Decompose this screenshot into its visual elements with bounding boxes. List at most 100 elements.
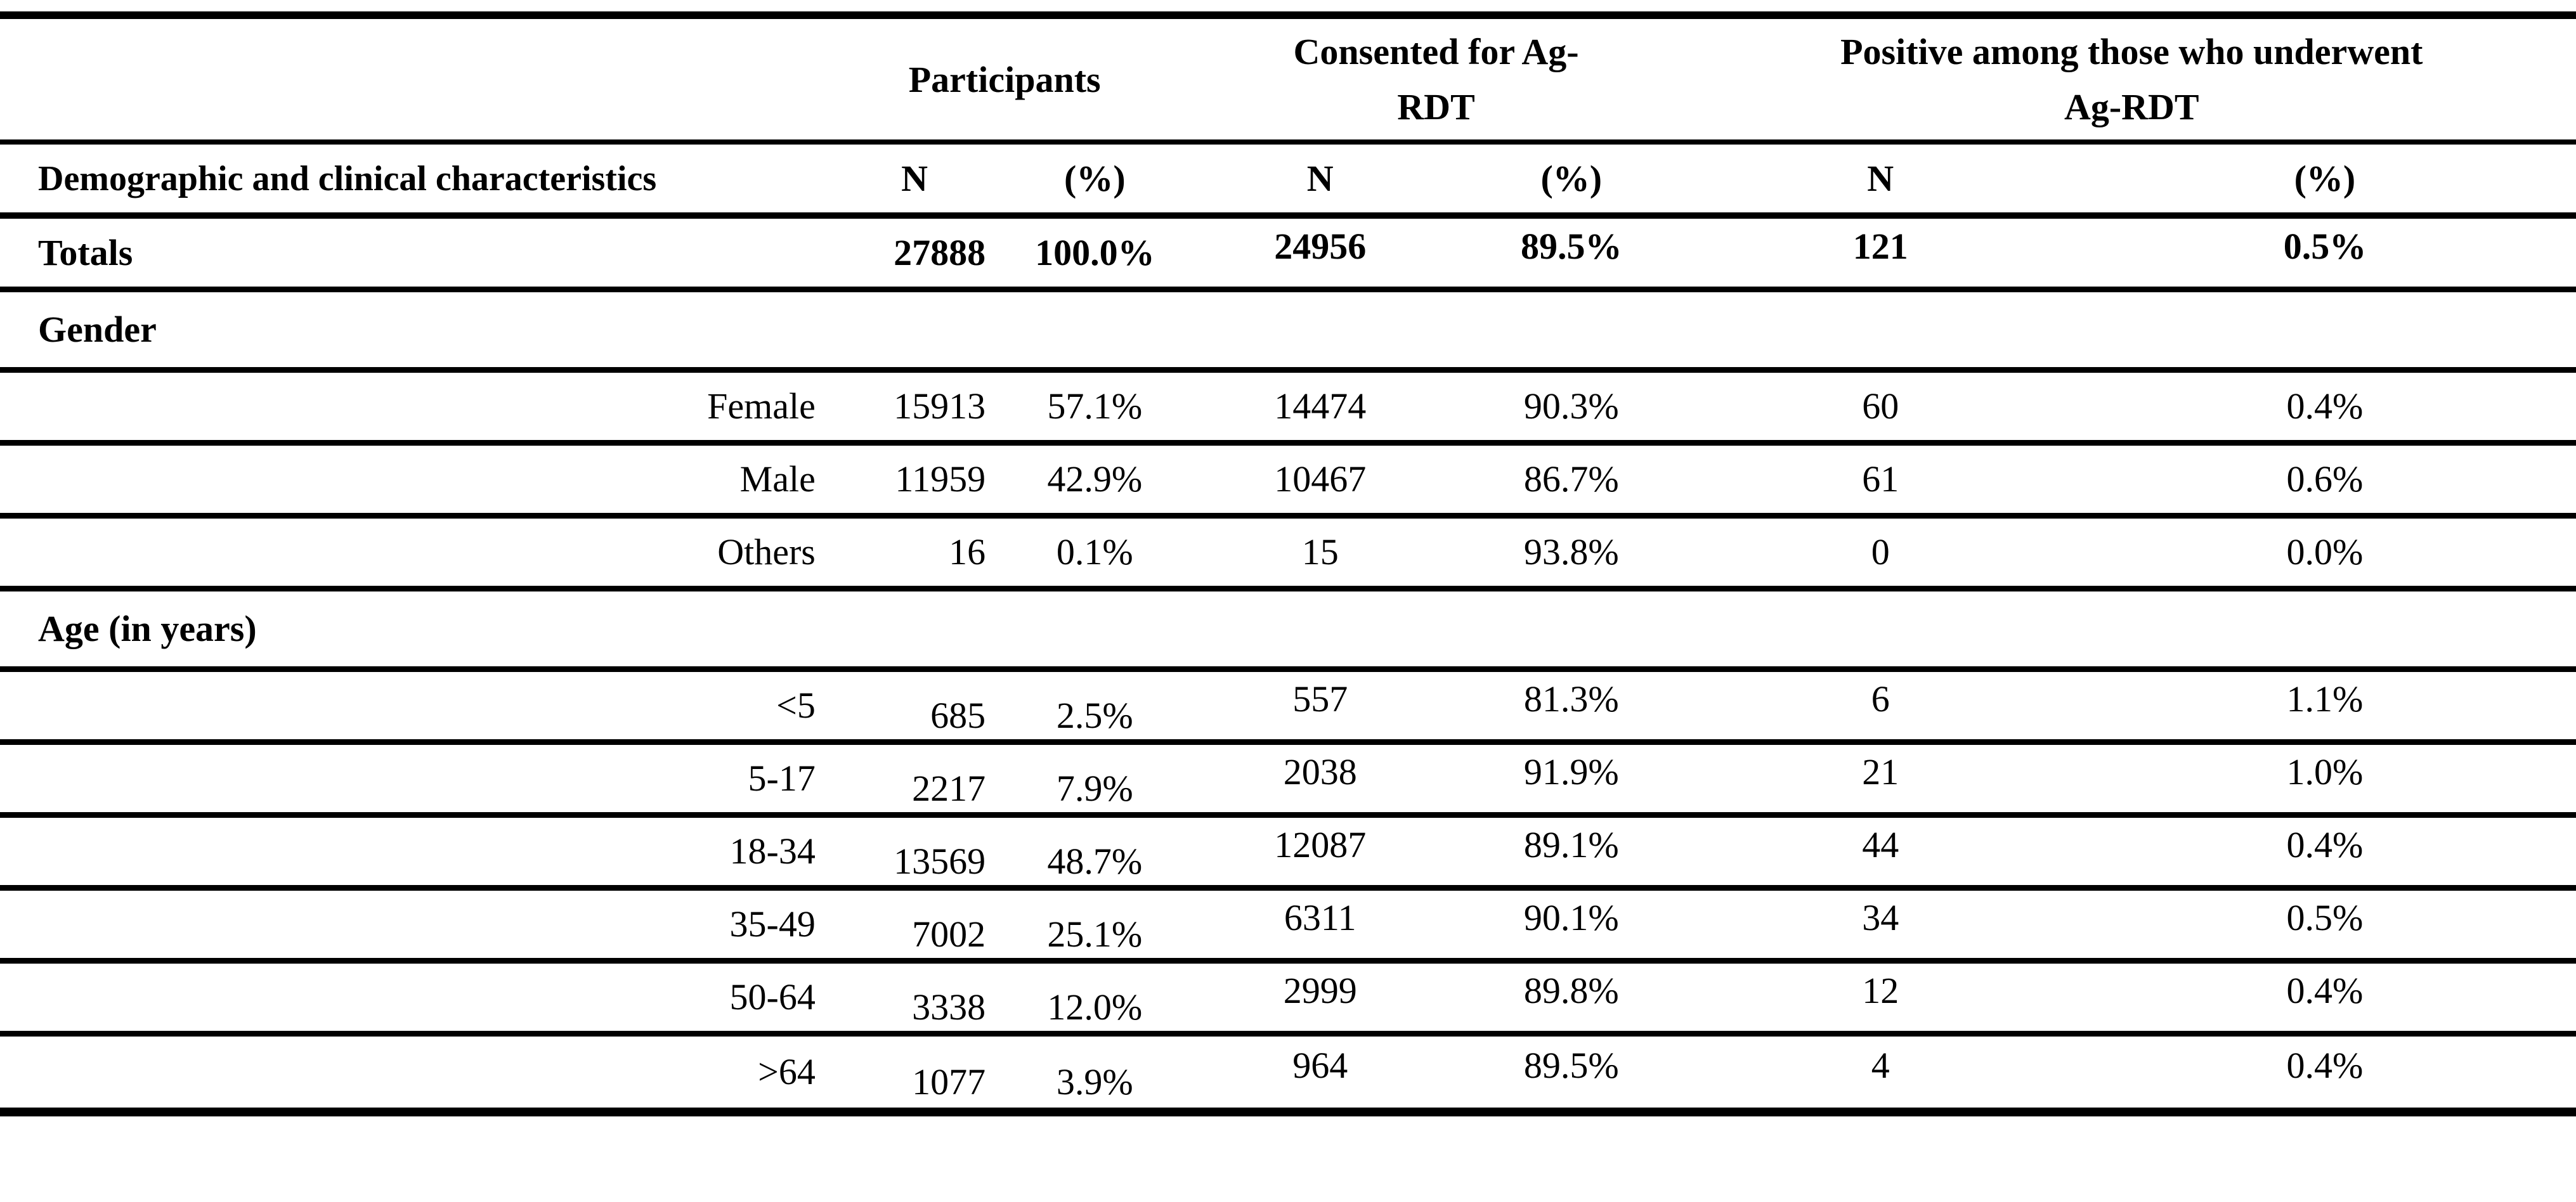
totals-consented-pct: 89.5% bbox=[1521, 225, 1622, 267]
female-consented-n: 14474 bbox=[1274, 385, 1367, 427]
group-header-consented: Consented for Ag- RDT bbox=[1185, 15, 1688, 142]
age-35-49-participants-pct: 25.1% bbox=[1047, 914, 1143, 955]
age-18-34-positive-n: 44 bbox=[1862, 824, 1899, 865]
column-header-characteristics: Demographic and clinical characteristics bbox=[38, 158, 657, 198]
totals-consented-n: 24956 bbox=[1274, 225, 1367, 267]
row-age-5-17: 5-17 2217 7.9% 2038 91.9% 21 1.0% bbox=[0, 742, 2576, 815]
row-totals: Totals 27888 100.0% 24956 89.5% 121 0.5% bbox=[0, 216, 2576, 289]
age-over64-positive-n: 4 bbox=[1871, 1045, 1890, 1087]
age-35-49-consented-n: 6311 bbox=[1284, 897, 1356, 938]
column-header-participants-n: N bbox=[901, 158, 928, 199]
column-header-consented-n: N bbox=[1306, 158, 1334, 199]
others-participants-n: 16 bbox=[949, 531, 986, 572]
row-female: Female 15913 57.1% 14474 90.3% 60 0.4% bbox=[0, 370, 2576, 443]
demographics-agrdt-table: Participants Consented for Ag- RDT Posit… bbox=[0, 11, 2576, 1116]
subheader-row: Demographic and clinical characteristics… bbox=[0, 142, 2576, 216]
age-50-64-consented-pct: 89.8% bbox=[1523, 970, 1619, 1011]
group-header-positive: Positive among those who underwent Ag-RD… bbox=[1688, 15, 2576, 142]
age-50-64-participants-pct: 12.0% bbox=[1047, 986, 1143, 1028]
age-5-17-consented-pct: 91.9% bbox=[1523, 751, 1619, 792]
age-5-17-participants-n: 2217 bbox=[912, 768, 986, 809]
age-under5-participants-pct: 2.5% bbox=[1056, 695, 1133, 736]
age-under5-consented-pct: 81.3% bbox=[1523, 678, 1619, 720]
age-5-17-participants-pct: 7.9% bbox=[1056, 768, 1133, 809]
others-consented-n: 15 bbox=[1301, 531, 1339, 572]
group-header-participants: Participants bbox=[824, 15, 1185, 142]
age-over64-label: >64 bbox=[758, 1051, 816, 1093]
group-header-empty bbox=[0, 15, 824, 142]
age-35-49-consented-pct: 90.1% bbox=[1523, 897, 1619, 938]
totals-positive-n: 121 bbox=[1852, 225, 1908, 267]
age-50-64-consented-n: 2999 bbox=[1283, 970, 1357, 1011]
others-participants-pct: 0.1% bbox=[1056, 531, 1133, 572]
age-5-17-positive-pct: 1.0% bbox=[2286, 751, 2364, 792]
others-positive-n: 0 bbox=[1871, 531, 1890, 572]
gender-section-label: Gender bbox=[38, 309, 157, 350]
gender-section-spacer bbox=[824, 289, 2576, 370]
age-50-64-positive-n: 12 bbox=[1862, 970, 1899, 1011]
row-age-50-64: 50-64 3338 12.0% 2999 89.8% 12 0.4% bbox=[0, 960, 2576, 1033]
age-50-64-positive-pct: 0.4% bbox=[2286, 970, 2364, 1011]
age-18-34-label: 18-34 bbox=[729, 830, 816, 872]
female-consented-pct: 90.3% bbox=[1523, 385, 1619, 427]
age-over64-consented-pct: 89.5% bbox=[1523, 1045, 1619, 1087]
female-participants-pct: 57.1% bbox=[1047, 385, 1143, 427]
age-over64-positive-pct: 0.4% bbox=[2286, 1045, 2364, 1087]
age-under5-positive-n: 6 bbox=[1871, 678, 1890, 720]
age-35-49-positive-n: 34 bbox=[1862, 897, 1899, 938]
column-header-participants-pct: (%) bbox=[1064, 158, 1126, 199]
age-18-34-consented-n: 12087 bbox=[1274, 824, 1367, 865]
age-under5-label: <5 bbox=[776, 685, 816, 726]
age-50-64-participants-n: 3338 bbox=[912, 986, 986, 1028]
others-consented-pct: 93.8% bbox=[1523, 531, 1619, 572]
column-header-consented-pct: (%) bbox=[1540, 158, 1603, 199]
row-age-35-49: 35-49 7002 25.1% 6311 90.1% 34 0.5% bbox=[0, 888, 2576, 960]
female-label: Female bbox=[707, 385, 816, 427]
age-18-34-participants-n: 13569 bbox=[894, 841, 986, 882]
age-under5-consented-n: 557 bbox=[1292, 678, 1348, 720]
male-consented-n: 10467 bbox=[1274, 458, 1367, 500]
male-positive-pct: 0.6% bbox=[2286, 458, 2364, 500]
positive-group-label-line1: Positive among those who underwent bbox=[1840, 31, 2423, 72]
totals-participants-pct: 100.0% bbox=[1035, 231, 1155, 273]
row-section-gender: Gender bbox=[0, 289, 2576, 370]
consented-group-label-line2: RDT bbox=[1397, 86, 1475, 127]
age-5-17-label: 5-17 bbox=[748, 758, 816, 799]
consented-group-label-line1: Consented for Ag- bbox=[1293, 31, 1579, 72]
age-section-spacer bbox=[824, 588, 2576, 669]
age-over64-consented-n: 964 bbox=[1292, 1045, 1348, 1087]
female-participants-n: 15913 bbox=[894, 385, 986, 427]
row-age-under5: <5 685 2.5% 557 81.3% 6 1.1% bbox=[0, 669, 2576, 742]
participants-group-label: Participants bbox=[908, 58, 1101, 100]
age-under5-positive-pct: 1.1% bbox=[2286, 678, 2364, 720]
age-18-34-participants-pct: 48.7% bbox=[1047, 841, 1143, 882]
totals-participants-n: 27888 bbox=[894, 231, 986, 273]
female-positive-n: 60 bbox=[1862, 385, 1899, 427]
row-age-over64: >64 1077 3.9% 964 89.5% 4 0.4% bbox=[0, 1033, 2576, 1112]
row-section-age: Age (in years) bbox=[0, 588, 2576, 669]
age-35-49-positive-pct: 0.5% bbox=[2286, 897, 2364, 938]
positive-group-label-line2: Ag-RDT bbox=[2064, 86, 2199, 127]
age-5-17-consented-n: 2038 bbox=[1283, 751, 1357, 792]
row-others: Others 16 0.1% 15 93.8% 0 0.0% bbox=[0, 515, 2576, 588]
others-label: Others bbox=[717, 531, 816, 572]
male-label: Male bbox=[739, 458, 816, 500]
age-18-34-positive-pct: 0.4% bbox=[2286, 824, 2364, 865]
age-50-64-label: 50-64 bbox=[729, 976, 816, 1018]
column-header-positive-pct: (%) bbox=[2294, 158, 2356, 199]
male-consented-pct: 86.7% bbox=[1523, 458, 1619, 500]
group-header-row: Participants Consented for Ag- RDT Posit… bbox=[0, 15, 2576, 142]
age-18-34-consented-pct: 89.1% bbox=[1523, 824, 1619, 865]
female-positive-pct: 0.4% bbox=[2286, 385, 2364, 427]
age-5-17-positive-n: 21 bbox=[1862, 751, 1899, 792]
row-age-18-34: 18-34 13569 48.7% 12087 89.1% 44 0.4% bbox=[0, 815, 2576, 888]
age-under5-participants-n: 685 bbox=[930, 695, 986, 736]
row-male: Male 11959 42.9% 10467 86.7% 61 0.6% bbox=[0, 443, 2576, 515]
age-35-49-participants-n: 7002 bbox=[912, 914, 986, 955]
age-over64-participants-pct: 3.9% bbox=[1056, 1061, 1133, 1103]
totals-label: Totals bbox=[38, 231, 133, 273]
totals-positive-pct: 0.5% bbox=[2283, 225, 2367, 267]
male-participants-n: 11959 bbox=[895, 458, 986, 500]
age-35-49-label: 35-49 bbox=[729, 903, 816, 945]
others-positive-pct: 0.0% bbox=[2286, 531, 2364, 572]
